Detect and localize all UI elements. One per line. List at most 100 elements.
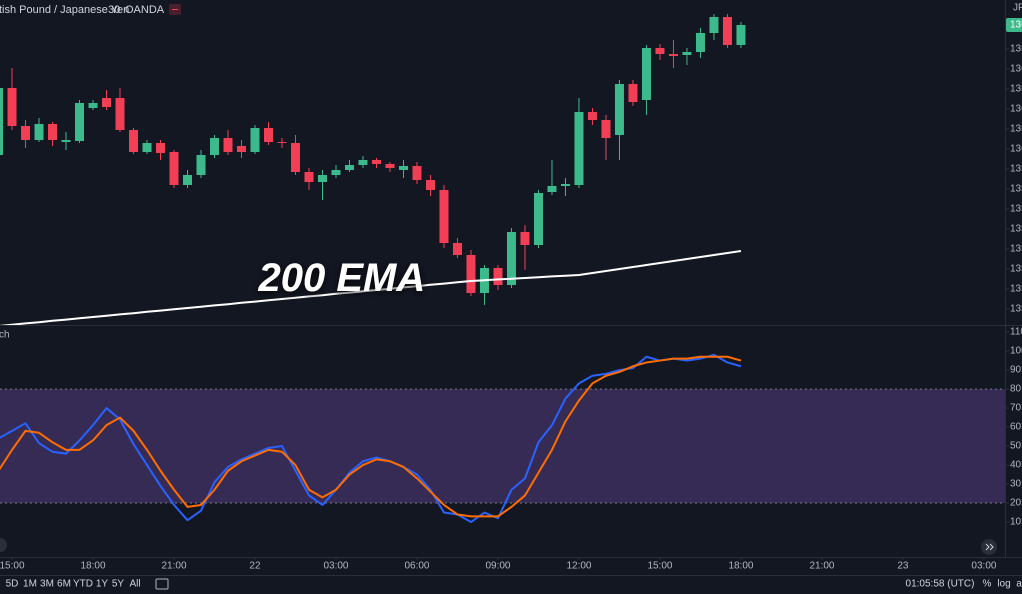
candle-body bbox=[304, 172, 314, 182]
y-tick-label: 136 bbox=[1010, 44, 1022, 55]
candle-body bbox=[129, 130, 139, 152]
range-button[interactable]: YTD bbox=[73, 579, 93, 590]
x-tick-label: 06:00 bbox=[404, 561, 429, 572]
y-tick-label: 135 bbox=[1010, 304, 1022, 315]
y-tick-label: 30.0 bbox=[1010, 479, 1022, 490]
candle-body bbox=[115, 98, 125, 130]
x-tick-label: 23 bbox=[897, 561, 909, 572]
candle-body bbox=[506, 232, 516, 285]
candle-body bbox=[587, 112, 597, 120]
candle-body bbox=[682, 52, 692, 55]
candle-body bbox=[88, 103, 98, 108]
candle-body bbox=[547, 186, 557, 192]
y-tick-label: 110 bbox=[1010, 327, 1022, 338]
x-tick-label: 18:00 bbox=[80, 561, 105, 572]
axes: 136 136 136 136 136 136 136 135 135 135 135 135 135 1… bbox=[0, 18, 1022, 572]
candle-body bbox=[709, 17, 719, 33]
range-button[interactable]: 6M bbox=[57, 579, 71, 590]
stoch-line bbox=[0, 353, 742, 524]
y-tick-label: 135 bbox=[1010, 264, 1022, 275]
candle-body bbox=[385, 164, 395, 168]
candle-body bbox=[75, 103, 85, 141]
candle-body bbox=[331, 170, 341, 175]
scroll-left-button[interactable] bbox=[0, 538, 7, 552]
range-button[interactable]: 3M bbox=[40, 579, 54, 590]
candle-body bbox=[493, 268, 503, 285]
toolbar: 5D 1M 3M 6M YTD 1Y 5Y All 01:05:58 (UTC)% log a bbox=[6, 579, 1022, 590]
candle-body bbox=[560, 184, 570, 186]
date-range-icon[interactable] bbox=[155, 578, 169, 590]
x-tick-label: 15:00 bbox=[647, 561, 672, 572]
candle-body bbox=[398, 166, 408, 170]
x-tick-label: 18:00 bbox=[728, 561, 753, 572]
candle-body bbox=[7, 88, 17, 126]
candle-body bbox=[263, 128, 273, 142]
candle-body bbox=[533, 193, 543, 245]
candle-body bbox=[277, 142, 287, 143]
indicator-title: ch bbox=[0, 330, 10, 341]
candle-body bbox=[250, 128, 260, 152]
scale-option[interactable]: a bbox=[1016, 579, 1022, 590]
last-price-label: 136 bbox=[1010, 20, 1022, 31]
x-tick-label: 22 bbox=[249, 561, 261, 572]
scroll-right-icon bbox=[985, 543, 994, 551]
candle-body bbox=[169, 152, 179, 185]
stoch-line bbox=[0, 355, 742, 518]
candle-body bbox=[0, 88, 4, 155]
x-tick-label: 21:00 bbox=[809, 561, 834, 572]
range-button[interactable]: All bbox=[129, 579, 140, 590]
candle-body bbox=[344, 165, 354, 170]
candle-body bbox=[668, 54, 678, 56]
range-button[interactable]: 1M bbox=[23, 579, 37, 590]
candle-body bbox=[358, 160, 368, 165]
candle-body bbox=[196, 155, 206, 175]
x-tick-label: 03:00 bbox=[971, 561, 996, 572]
candle-body bbox=[183, 175, 193, 185]
stoch-band bbox=[0, 389, 1005, 504]
candle-body bbox=[236, 146, 246, 152]
candle-body bbox=[722, 17, 732, 45]
x-tick-label: 12:00 bbox=[566, 561, 591, 572]
scale-option[interactable]: log bbox=[997, 579, 1010, 590]
candle-body bbox=[48, 124, 58, 140]
candle-body bbox=[601, 120, 611, 138]
candle-body bbox=[290, 143, 300, 172]
y-tick-label: 70.0 bbox=[1010, 403, 1022, 414]
y-tick-label: 135 bbox=[1010, 224, 1022, 235]
range-button[interactable]: 1Y bbox=[96, 579, 109, 590]
x-tick-label: 15:00 bbox=[0, 561, 25, 572]
candle-body bbox=[655, 48, 665, 54]
y-tick-label: 135 bbox=[1010, 164, 1022, 175]
clock: 01:05:58 (UTC) bbox=[906, 579, 975, 590]
candle-body bbox=[452, 243, 462, 255]
candle-body bbox=[628, 84, 638, 102]
y-tick-label: 136 bbox=[1010, 104, 1022, 115]
y-tick-label: 40.0 bbox=[1010, 460, 1022, 471]
scale-option[interactable]: % bbox=[983, 579, 992, 590]
y-tick-label: 135 bbox=[1010, 284, 1022, 295]
candle-body bbox=[142, 143, 152, 152]
x-tick-label: 03:00 bbox=[323, 561, 348, 572]
candle-body bbox=[61, 140, 71, 142]
interval: 30 bbox=[108, 4, 120, 16]
y-tick-label: 60.0 bbox=[1010, 422, 1022, 433]
source: OANDA bbox=[125, 4, 165, 16]
range-button[interactable]: 5Y bbox=[112, 579, 125, 590]
candle-body bbox=[34, 124, 44, 140]
candle-body bbox=[614, 84, 624, 135]
range-button[interactable]: 5D bbox=[6, 579, 19, 590]
y-tick-label: 50.0 bbox=[1010, 441, 1022, 452]
y-tick-label: 136 bbox=[1010, 144, 1022, 155]
candle-body bbox=[317, 175, 327, 182]
candle-body bbox=[641, 48, 651, 100]
candle-body bbox=[574, 112, 584, 185]
x-tick-label: 09:00 bbox=[485, 561, 510, 572]
y-tick-label: 136 bbox=[1010, 124, 1022, 135]
y-tick-label: 136 bbox=[1010, 84, 1022, 95]
candle-body bbox=[21, 126, 31, 140]
price-pane bbox=[0, 14, 746, 325]
candle-body bbox=[371, 160, 381, 164]
candle-body bbox=[156, 143, 166, 153]
